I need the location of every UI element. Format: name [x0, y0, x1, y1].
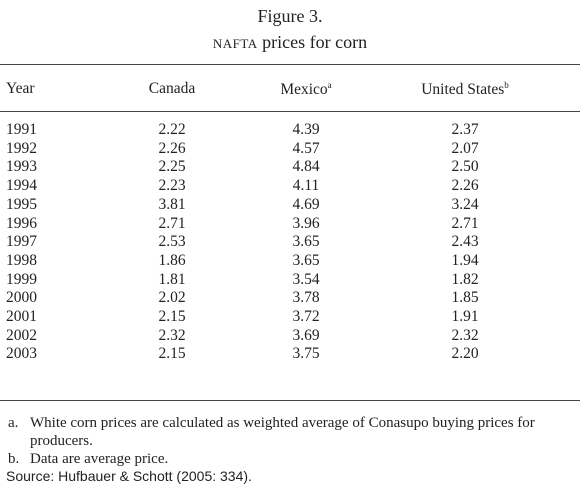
- cell: 1.86: [158, 251, 186, 269]
- cell: 3.69: [292, 326, 320, 344]
- cell: 2.25: [158, 158, 186, 176]
- cell: 1.94: [451, 251, 479, 269]
- cell: 1.91: [451, 308, 479, 325]
- row-label: 1994: [6, 177, 37, 195]
- note-text: Data are average price.: [30, 451, 169, 467]
- note-marker: a.: [8, 415, 19, 431]
- footnote-marker: b: [504, 80, 509, 90]
- note-marker: b.: [8, 451, 20, 467]
- column-header: Canada: [149, 80, 195, 98]
- row-label: 1991: [6, 121, 37, 138]
- note: b. Data are average price.: [8, 450, 568, 468]
- cell: 3.54: [292, 270, 320, 288]
- row-label: 1995: [6, 195, 37, 213]
- row-label: 1999: [6, 270, 37, 288]
- source: Source: Hufbauer & Schott (2005: 334).: [6, 468, 252, 484]
- footnote-marker: a: [327, 80, 332, 90]
- column-label: Year: [6, 80, 35, 97]
- column-label: Mexico: [280, 81, 328, 99]
- cell: 4.57: [292, 139, 320, 157]
- subtitle-abbr: NAFTA: [212, 32, 258, 52]
- cell: 2.71: [451, 214, 479, 232]
- row-label: 2003: [6, 345, 37, 363]
- cell: 2.23: [158, 177, 186, 195]
- cell: 4.39: [292, 121, 320, 138]
- cell: 2.22: [158, 121, 186, 138]
- cell: 2.26: [158, 139, 186, 157]
- cell: 3.78: [292, 289, 320, 307]
- cell: 2.32: [158, 326, 186, 344]
- note: a. White corn prices are calculated as we…: [8, 414, 568, 450]
- cell: 2.07: [451, 139, 479, 157]
- cell: 2.20: [451, 345, 479, 363]
- cell: 2.32: [451, 326, 479, 344]
- title: Figure 3.: [257, 6, 323, 26]
- cell: 3.75: [292, 345, 320, 363]
- cell: 2.02: [158, 289, 186, 307]
- row-label: 1998: [6, 251, 37, 269]
- cell: 3.96: [292, 214, 320, 232]
- cell: 4.69: [292, 195, 320, 213]
- cell: 2.26: [451, 177, 479, 195]
- cell: 4.84: [292, 158, 320, 176]
- row-label: 1993: [6, 158, 37, 176]
- cell: 1.85: [451, 289, 479, 307]
- cell: 2.53: [158, 233, 186, 251]
- row-label: 1992: [6, 139, 37, 157]
- cell: 2.50: [451, 158, 479, 176]
- cell: 1.82: [451, 270, 479, 288]
- cell: 2.71: [158, 214, 186, 232]
- cell: 3.81: [158, 195, 186, 213]
- note-text: White corn prices are calculated as weig…: [30, 415, 535, 449]
- cell: 3.24: [451, 195, 479, 213]
- cell: 4.11: [292, 177, 320, 195]
- cell: 2.15: [158, 345, 186, 363]
- column-label: United States: [421, 81, 505, 99]
- row-label: 2000: [6, 289, 37, 307]
- subtitle-text: prices for corn: [262, 32, 368, 52]
- cell: 3.72: [292, 308, 320, 325]
- row-label: 1997: [6, 233, 37, 251]
- cell: 2.43: [451, 233, 479, 251]
- cell: 2.15: [158, 308, 186, 325]
- subtitle: NAFTA prices for corn: [213, 32, 367, 53]
- rule: [0, 400, 580, 401]
- row-label: 2001: [6, 308, 37, 325]
- column-header: Year: [6, 80, 35, 98]
- rule: [0, 64, 580, 65]
- column-header: United Statesb: [421, 80, 509, 99]
- cell: 2.37: [451, 121, 479, 138]
- cell: 3.65: [292, 233, 320, 251]
- row-label: 1996: [6, 214, 37, 232]
- cell: 1.81: [158, 270, 186, 288]
- cell: 3.65: [292, 251, 320, 269]
- row-label: 2002: [6, 326, 37, 344]
- column-label: Canada: [148, 80, 196, 97]
- rule: [0, 111, 580, 112]
- column-header: Mexicoa: [280, 80, 331, 99]
